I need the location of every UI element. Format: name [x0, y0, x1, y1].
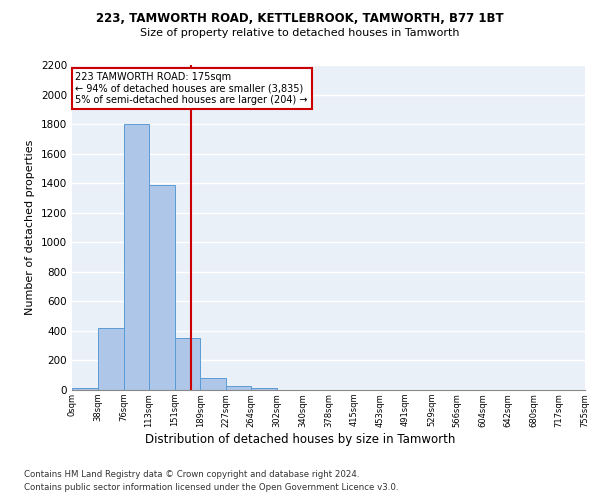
- Bar: [226, 386, 251, 390]
- Bar: [200, 378, 226, 390]
- Text: 223 TAMWORTH ROAD: 175sqm
← 94% of detached houses are smaller (3,835)
5% of sem: 223 TAMWORTH ROAD: 175sqm ← 94% of detac…: [76, 72, 308, 105]
- Bar: [175, 338, 200, 390]
- Text: Distribution of detached houses by size in Tamworth: Distribution of detached houses by size …: [145, 432, 455, 446]
- Text: 223, TAMWORTH ROAD, KETTLEBROOK, TAMWORTH, B77 1BT: 223, TAMWORTH ROAD, KETTLEBROOK, TAMWORT…: [96, 12, 504, 26]
- Bar: [98, 328, 124, 390]
- Text: Contains HM Land Registry data © Crown copyright and database right 2024.: Contains HM Land Registry data © Crown c…: [24, 470, 359, 479]
- Text: Contains public sector information licensed under the Open Government Licence v3: Contains public sector information licen…: [24, 482, 398, 492]
- Bar: [149, 184, 175, 390]
- Text: Size of property relative to detached houses in Tamworth: Size of property relative to detached ho…: [140, 28, 460, 38]
- Bar: [124, 124, 149, 390]
- Y-axis label: Number of detached properties: Number of detached properties: [25, 140, 35, 315]
- Bar: [251, 388, 277, 390]
- Bar: [72, 388, 98, 390]
